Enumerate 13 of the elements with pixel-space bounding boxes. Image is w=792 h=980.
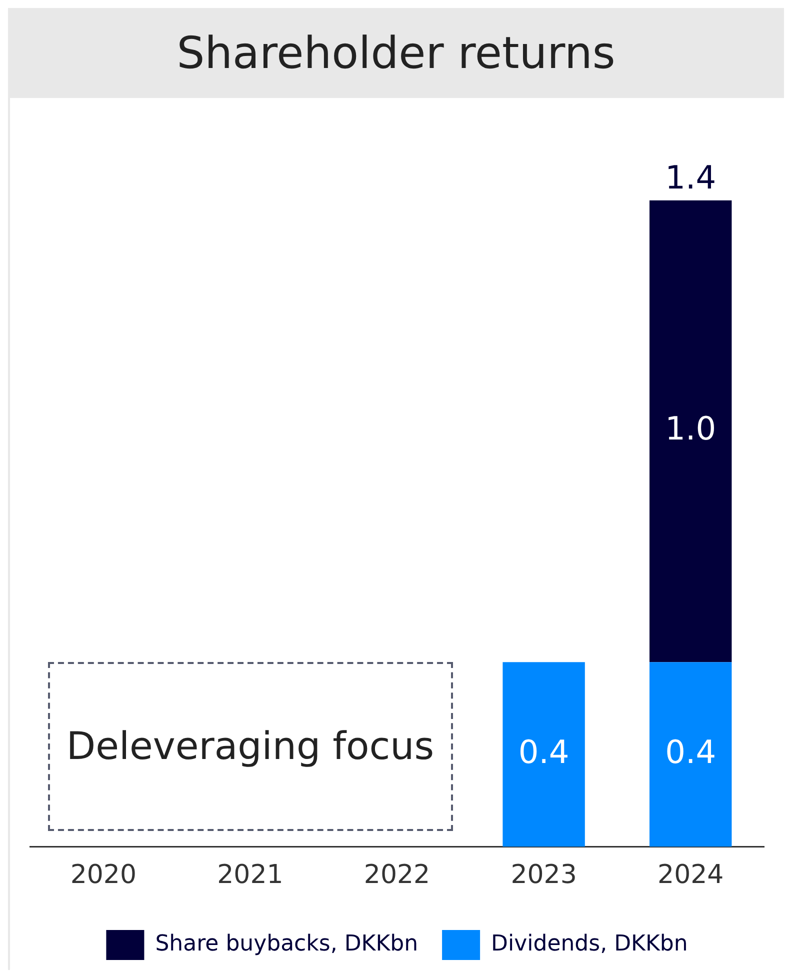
data-label: 0.4	[518, 732, 570, 771]
legend-label: Dividends, DKKbn	[491, 932, 688, 957]
x-tick-label: 2024	[658, 860, 724, 890]
data-label: 1.0	[665, 410, 716, 448]
x-tick-label: 2020	[70, 860, 136, 890]
chart-title: Shareholder returns	[8, 8, 784, 98]
x-tick-label: 2023	[510, 860, 577, 890]
legend-label: Share buybacks, DKKbn	[155, 932, 418, 957]
x-tick-label: 2021	[217, 860, 284, 890]
total-label: 1.4	[665, 158, 716, 197]
x-tick-label: 2022	[364, 860, 430, 890]
dashed-frame: Deleveraging focus	[48, 662, 453, 831]
data-label: 0.4	[665, 732, 716, 771]
